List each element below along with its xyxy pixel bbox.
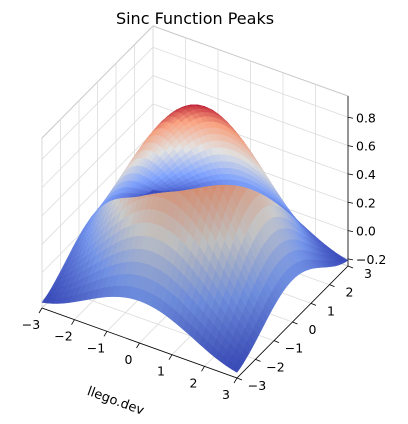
x-tick-label: −2 [54,329,72,344]
grid-line-z [41,75,349,188]
y-tick-mark [236,377,243,381]
z-tick-mark [347,173,354,176]
surface-mesh [41,104,349,373]
x-tick-label: −3 [22,317,40,332]
grid-line-z [41,46,349,160]
z-tick-label: 0.4 [356,167,376,182]
y-tick-mark [347,265,354,269]
z-tick-mark [347,258,354,261]
y-tick-mark [310,302,317,306]
z-tick-mark [347,145,354,147]
y-tick-label: 2 [346,285,354,300]
x-tick-label: 3 [222,387,230,402]
y-tick-label: −3 [248,378,266,393]
y-tick-label: 3 [364,266,372,281]
y-tick-label: −2 [266,359,284,374]
y-tick-label: 1 [327,303,335,318]
x-tick-label: 2 [190,375,198,390]
x-tick-mark [71,319,75,325]
y-tick-mark [273,340,280,344]
z-tick-label: 0.0 [356,224,376,239]
x-tick-mark [233,377,238,384]
z-tick-label: 0.6 [356,139,376,154]
chart-title: Sinc Function Peaks [116,9,274,28]
x-tick-mark [201,366,205,372]
surface-face [149,190,160,193]
x-tick-mark [103,331,108,337]
x-tick-mark [168,354,173,360]
z-tick-label: −0.2 [356,252,386,267]
x-tick-label: 1 [157,364,165,379]
y-tick-label: −1 [285,341,303,356]
z-tick-label: 0.8 [356,110,376,125]
y-tick-mark [292,321,298,325]
z-tick-label: 0.2 [356,195,376,210]
grid-line-z [41,103,349,217]
x-axis-label: llego.dev [85,384,146,418]
x-tick-label: 0 [125,352,133,367]
x-tick-mark [136,342,140,349]
x-tick-label: −1 [87,340,105,355]
y-tick-mark [329,284,335,288]
y-tick-label: 0 [309,322,317,337]
z-tick-mark [347,201,354,204]
z-tick-mark [347,116,354,119]
x-tick-mark [38,307,43,314]
z-tick-mark [347,230,354,232]
y-tick-mark [255,358,261,362]
